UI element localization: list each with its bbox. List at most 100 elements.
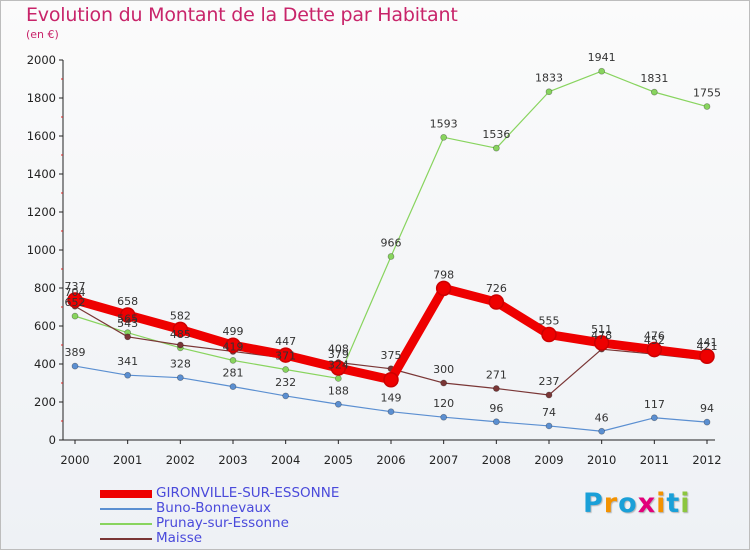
x-tick-label: 2002 xyxy=(166,453,195,467)
data-label: 419 xyxy=(223,340,244,353)
x-tick-label: 2005 xyxy=(324,453,353,467)
data-point xyxy=(650,414,658,422)
data-point xyxy=(440,379,448,387)
data-label: 447 xyxy=(275,335,296,348)
x-tick-label: 2009 xyxy=(534,453,563,467)
data-point xyxy=(541,326,557,343)
y-tick-label: 2000 xyxy=(27,53,56,67)
data-point xyxy=(225,337,241,353)
data-point xyxy=(124,371,132,379)
data-label: 737 xyxy=(65,280,86,293)
data-point xyxy=(545,422,553,430)
legend-item-gironville: GIRONVILLE-SUR-ESSONNE xyxy=(100,485,440,501)
x-tick-label: 2001 xyxy=(113,453,142,467)
data-label: 1833 xyxy=(535,72,563,85)
data-label: 658 xyxy=(117,295,138,308)
data-label: 565 xyxy=(117,313,138,326)
y-tick-label: 1400 xyxy=(27,167,56,181)
logo-letter: i xyxy=(656,488,667,519)
data-point xyxy=(71,312,79,320)
data-point xyxy=(229,357,237,364)
legend-item-maisse: Maisse xyxy=(100,530,440,546)
data-point xyxy=(71,362,79,370)
y-tick-label: 1800 xyxy=(27,91,56,105)
data-point xyxy=(277,347,294,363)
data-label: 798 xyxy=(433,268,454,281)
data-point xyxy=(334,375,342,382)
data-point xyxy=(545,88,553,96)
chart-title: Evolution du Montant de la Dette par Hab… xyxy=(26,4,458,26)
data-point xyxy=(598,427,606,435)
logo-letter: r xyxy=(603,488,619,519)
data-label: 726 xyxy=(486,282,507,295)
logo-letter: t xyxy=(666,488,681,519)
data-point xyxy=(492,385,500,392)
data-point xyxy=(176,374,184,382)
data-point xyxy=(440,133,448,141)
legend-label: Buno-Bonnevaux xyxy=(156,500,272,516)
data-point xyxy=(440,413,448,421)
data-point xyxy=(703,103,711,110)
y-tick-label: 800 xyxy=(34,281,56,295)
data-point xyxy=(650,88,658,96)
data-point xyxy=(282,392,290,400)
data-point xyxy=(699,348,715,364)
legend-label: GIRONVILLE-SUR-ESSONNE xyxy=(156,485,340,501)
x-tick-label: 2010 xyxy=(587,453,616,467)
data-label: 375 xyxy=(381,349,402,362)
data-point xyxy=(282,366,290,373)
data-label: 46 xyxy=(595,411,609,424)
y-tick-label: 1000 xyxy=(27,243,56,257)
data-label: 652 xyxy=(65,296,86,309)
logo-letter: o xyxy=(618,488,638,519)
data-label: 74 xyxy=(542,406,556,419)
legend-label: Maisse xyxy=(156,530,203,546)
data-label: 452 xyxy=(644,334,665,347)
data-label: 379 xyxy=(328,348,349,361)
data-label: 271 xyxy=(486,369,507,382)
data-point xyxy=(387,408,395,416)
data-point xyxy=(334,400,342,408)
data-point xyxy=(124,333,132,341)
data-label: 543 xyxy=(117,317,138,330)
data-label: 120 xyxy=(433,397,454,410)
data-label: 485 xyxy=(170,328,191,341)
x-tick-label: 2003 xyxy=(218,453,247,467)
data-point xyxy=(172,321,189,338)
data-label: 117 xyxy=(644,398,665,411)
data-point xyxy=(119,307,136,323)
data-label: 478 xyxy=(591,329,612,342)
data-label: 441 xyxy=(697,336,718,349)
data-label: 1536 xyxy=(482,128,510,141)
legend-item-buno-bonnevaux: Buno-Bonnevaux xyxy=(100,500,440,516)
data-label: 476 xyxy=(644,330,665,343)
data-label: 328 xyxy=(170,358,191,371)
y-tick-label: 200 xyxy=(34,395,56,409)
x-tick-label: 2000 xyxy=(60,453,89,467)
y-tick-label: 400 xyxy=(34,357,56,371)
x-tick-label: 2004 xyxy=(271,453,300,467)
y-tick-label: 1200 xyxy=(27,205,56,219)
data-point xyxy=(598,67,606,75)
x-tick-label: 2008 xyxy=(482,453,511,467)
data-label: 389 xyxy=(65,346,86,359)
chart-subtitle: (en €) xyxy=(26,28,59,41)
x-tick-label: 2007 xyxy=(429,453,458,467)
legend-item-prunay: Prunay-sur-Essonne xyxy=(100,515,440,531)
data-point xyxy=(330,360,347,376)
logo-letter: P xyxy=(583,488,604,519)
data-label: 1941 xyxy=(588,51,616,64)
logo-letter: x xyxy=(637,488,657,519)
y-tick-label: 1600 xyxy=(27,129,56,143)
data-label: 96 xyxy=(489,402,503,415)
data-label: 300 xyxy=(433,363,454,376)
data-label: 1831 xyxy=(640,72,668,85)
data-point xyxy=(176,341,184,349)
y-tick-label: 0 xyxy=(49,433,56,447)
data-label: 149 xyxy=(381,392,402,405)
data-point xyxy=(703,418,711,426)
data-point xyxy=(488,294,505,310)
data-label: 421 xyxy=(697,340,718,353)
data-point xyxy=(646,341,663,358)
